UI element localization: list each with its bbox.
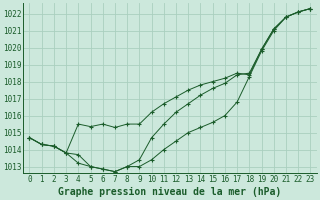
X-axis label: Graphe pression niveau de la mer (hPa): Graphe pression niveau de la mer (hPa) — [58, 186, 282, 197]
